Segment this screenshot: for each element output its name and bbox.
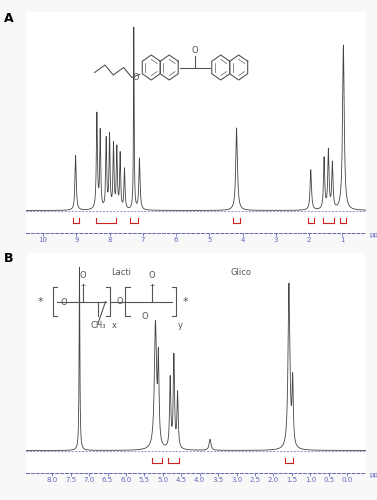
Text: O: O [60,298,67,307]
Text: O: O [141,312,148,320]
Text: *: * [183,296,188,306]
Text: x: x [112,320,116,330]
Text: O: O [116,297,123,306]
Text: ppm: ppm [369,472,377,478]
Text: O: O [80,270,86,280]
Text: A: A [4,12,14,26]
Text: B: B [4,252,13,266]
Text: *: * [38,296,43,306]
Text: CH₃: CH₃ [90,322,106,330]
Text: y: y [178,320,183,330]
Text: Glico: Glico [231,268,252,277]
Text: Lacti: Lacti [110,268,131,277]
Text: O: O [149,270,156,280]
Text: ppm: ppm [369,232,377,237]
Text: O: O [192,46,198,55]
Text: O: O [133,73,139,82]
